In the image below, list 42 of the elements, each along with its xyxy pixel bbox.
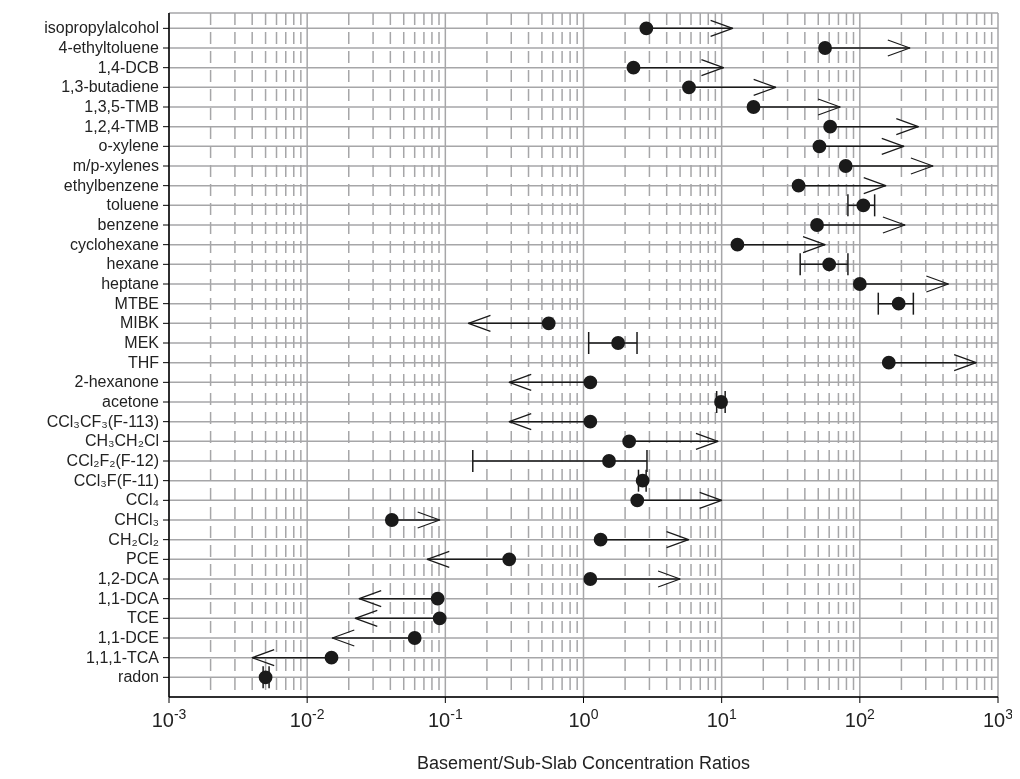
y-tick-label: CHCl₃ xyxy=(114,511,159,528)
y-tick-label: benzene xyxy=(97,216,160,233)
y-tick-label: THF xyxy=(127,353,160,371)
y-tick-label: MEK xyxy=(124,334,160,351)
y-tick-label: CH₃CH₂Cl xyxy=(84,432,159,450)
y-tick-label: TCE xyxy=(127,609,159,627)
y-tick-label: 1,3-butadiene xyxy=(61,78,160,96)
y-tick-label: 1,2,4-TMB xyxy=(84,117,159,135)
y-tick-label: 1,1,1-TCA xyxy=(86,648,160,666)
y-tick-label: 1,1-DCA xyxy=(97,589,160,607)
y-tick-label: CCl₄ xyxy=(125,491,159,509)
y-tick-label: CCl₂F₂(F-12) xyxy=(66,452,159,469)
y-tick-label: radon xyxy=(118,668,159,686)
y-tick-label: 2-hexanone xyxy=(74,373,160,391)
y-tick-label: 1,4-DCB xyxy=(97,58,159,76)
x-tick-label: 10$^{3}$ xyxy=(982,706,1014,731)
x-tick-label: 10$^{2}$ xyxy=(844,706,876,731)
x-tick-label: 10$^{1}$ xyxy=(706,706,737,731)
y-tick-label: 1,3,5-TMB xyxy=(84,98,159,116)
y-tick-label: 1,2-DCA xyxy=(97,570,160,587)
x-tick-label: 10$^{-2}$ xyxy=(289,706,325,731)
y-tick-label: acetone xyxy=(102,393,160,410)
y-tick-label: o-xylene xyxy=(98,137,160,155)
y-tick-label: m/p-xylenes xyxy=(72,157,159,175)
y-tick-label: isopropylalcohol xyxy=(44,19,159,37)
y-tick-label: 4-ethyltoluene xyxy=(58,39,160,57)
y-tick-label: MIBK xyxy=(119,314,160,332)
y-tick-label: CH₂Cl₂ xyxy=(108,530,159,548)
y-tick-label: 1,1-DCE xyxy=(97,629,159,646)
y-tick-label: hexane xyxy=(106,255,160,273)
y-tick-label: CCl₃CF₃(F-113) xyxy=(46,412,159,430)
y-tick-label: PCE xyxy=(126,550,159,568)
y-tick-label: ethylbenzene xyxy=(63,176,160,194)
x-tick-label: 10$^{-3}$ xyxy=(151,706,187,731)
y-tick-label: heptane xyxy=(101,275,160,292)
y-tick-label: CCl₃F(F-11) xyxy=(73,471,159,489)
x-tick-label: 10$^{0}$ xyxy=(568,706,599,731)
x-axis-title: Basement/Sub-Slab Concentration Ratios xyxy=(416,753,751,773)
y-tick-label: cyclohexane xyxy=(70,235,160,253)
y-tick-label: MTBE xyxy=(114,294,159,312)
y-tick-label: toluene xyxy=(106,196,160,214)
x-tick-label: 10$^{-1}$ xyxy=(427,706,463,731)
